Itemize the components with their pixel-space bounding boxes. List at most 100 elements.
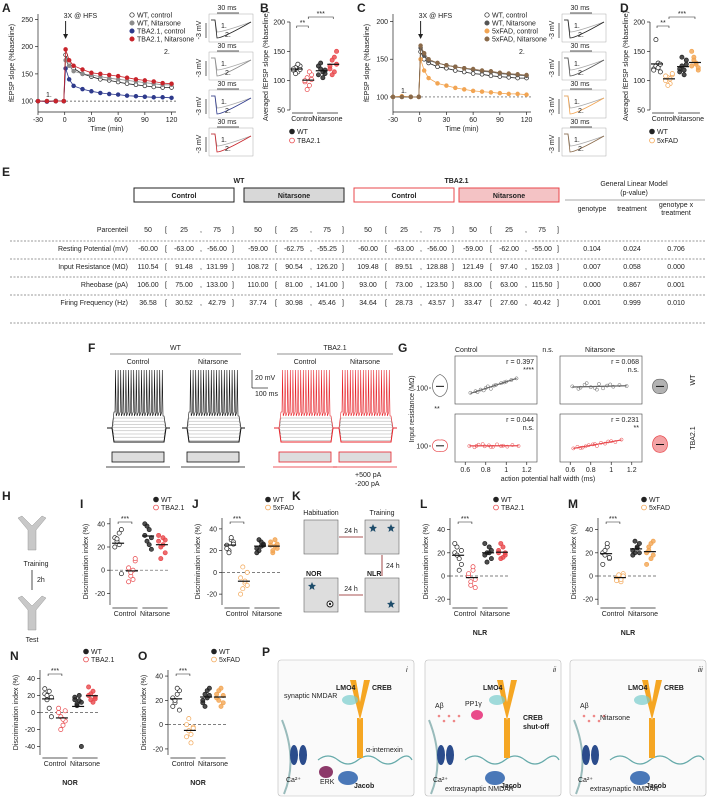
inset-marker: 1. xyxy=(574,137,580,144)
data-point xyxy=(142,94,148,100)
data-point xyxy=(118,571,124,577)
data-point xyxy=(588,385,593,390)
data-point xyxy=(66,58,72,63)
legend-marker xyxy=(129,36,135,42)
data-point xyxy=(78,744,84,749)
table-punctuation: ] xyxy=(232,300,234,307)
data-point xyxy=(53,98,59,104)
data-point xyxy=(421,68,427,73)
scale-label: 20 mV xyxy=(255,375,276,382)
data-point xyxy=(595,387,599,392)
p-value-label: n.s. xyxy=(628,367,639,374)
scale-label: 100 ms xyxy=(255,391,278,398)
data-point xyxy=(650,552,656,558)
panel-letter: B xyxy=(260,1,269,15)
table-cell: 27.60 xyxy=(500,300,518,307)
dna xyxy=(464,755,560,765)
data-point xyxy=(657,69,663,75)
data-point xyxy=(115,73,121,79)
table-cell: 25 xyxy=(290,227,298,234)
table-punctuation: [ xyxy=(275,264,277,271)
legend-label: WT xyxy=(649,497,661,504)
data-point xyxy=(510,443,515,447)
data-point xyxy=(133,93,139,99)
data-point xyxy=(500,544,506,550)
x-axis-label: Time (min) xyxy=(445,126,478,133)
table-cell: 81.00 xyxy=(285,282,303,289)
y-tick-label: 0 xyxy=(101,568,105,575)
inset-marker: 2. xyxy=(225,32,231,39)
inset-trace xyxy=(211,133,252,153)
panel-letter: G xyxy=(398,341,407,355)
table-cell: 30.98 xyxy=(285,300,303,307)
data-point xyxy=(524,72,529,78)
table-cell: 45.46 xyxy=(318,300,336,307)
data-point xyxy=(106,91,112,97)
inset-marker: 2. xyxy=(225,108,231,115)
row-label: Input Resistance (MΩ) xyxy=(58,264,128,271)
object-star xyxy=(387,524,395,532)
stimulus-box xyxy=(111,451,165,463)
dna xyxy=(317,755,413,765)
x-axis-label: NLR xyxy=(621,630,635,637)
data-point xyxy=(80,67,85,72)
subthreshold-trace xyxy=(274,427,337,432)
comparison-label: n.s. xyxy=(542,347,553,354)
annotation: 2. xyxy=(164,49,170,56)
data-point xyxy=(272,537,278,543)
y-tick-label: 100 xyxy=(633,78,645,85)
y-tick-label: 40 xyxy=(155,674,163,681)
y-tick-label: -20 xyxy=(207,592,217,599)
inset-time-label: 30 ms xyxy=(217,119,237,126)
data-point xyxy=(334,48,339,54)
table-punctuation: , xyxy=(200,227,202,234)
data-point xyxy=(480,442,485,446)
table-cell: 25 xyxy=(400,227,408,234)
y-tick-label: 0 xyxy=(589,574,593,581)
data-point xyxy=(681,72,687,78)
data-point xyxy=(156,538,162,544)
data-point xyxy=(63,66,68,71)
y-axis-label: Discrimination index (%) xyxy=(13,675,20,750)
condition-label: Control xyxy=(172,193,197,200)
data-point xyxy=(506,71,511,76)
data-point xyxy=(63,47,68,52)
glm-column-label: treatment xyxy=(661,210,691,217)
data-point xyxy=(681,67,687,73)
significance-bracket xyxy=(605,521,621,524)
data-point xyxy=(98,71,103,77)
y-tick-label: 20 xyxy=(585,550,593,557)
table-punctuation: , xyxy=(525,300,527,307)
data-point xyxy=(453,68,458,73)
annotation: 2. xyxy=(519,49,525,56)
x-tick-label: Control xyxy=(291,116,314,123)
data-point xyxy=(244,569,250,575)
y-tick-label: 150 xyxy=(633,49,645,56)
table-cell: 0.001 xyxy=(667,282,685,289)
table-punctuation: , xyxy=(200,300,202,307)
diagram-label: Habituation xyxy=(303,510,339,517)
y-tick-label: -20 xyxy=(583,597,593,604)
scatter-frame xyxy=(559,413,643,463)
table-punctuation: , xyxy=(310,300,312,307)
table-cell: 42.79 xyxy=(208,300,226,307)
table-cell: -63.00 xyxy=(394,246,414,253)
inset-marker: 2. xyxy=(578,70,584,77)
data-point xyxy=(309,77,314,82)
table-punctuation: , xyxy=(525,227,527,234)
data-point xyxy=(226,550,232,556)
condition-label: Control xyxy=(392,193,417,200)
significance-bracket xyxy=(307,16,334,19)
x-tick-label: Nitarsone xyxy=(140,611,170,618)
abeta-dot xyxy=(592,714,596,718)
data-point xyxy=(461,66,467,71)
y-tick-label: 200 xyxy=(376,19,388,26)
data-point xyxy=(293,71,299,77)
table-cell: 0.000 xyxy=(583,282,601,289)
legend-label: WT, control xyxy=(137,13,172,20)
legend-label: TBA2.1 xyxy=(161,505,184,512)
data-point xyxy=(466,571,472,577)
legend-label: WT, control xyxy=(492,13,527,20)
data-point xyxy=(390,94,396,100)
table-cell: 131.99 xyxy=(206,264,228,271)
